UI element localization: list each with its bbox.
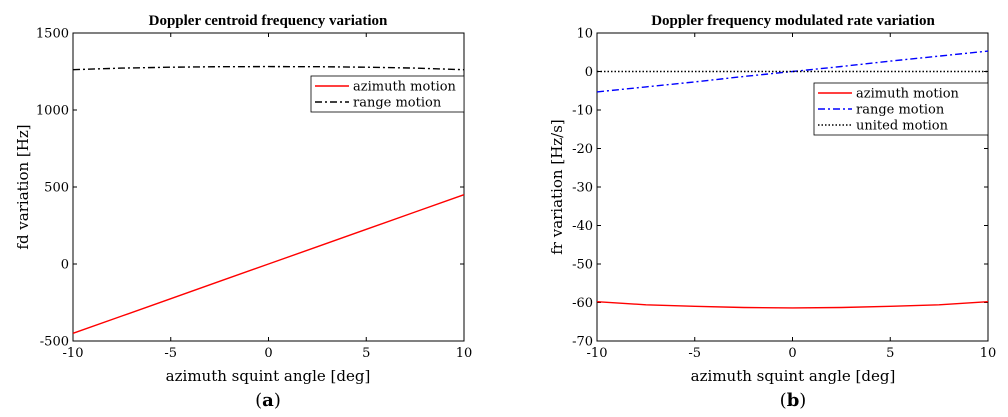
chart-a-caption-letter: a	[262, 390, 274, 411]
chart-b-caption-letter: b	[787, 390, 800, 411]
x-tick-label: -10	[63, 346, 84, 361]
y-tick-label: -50	[572, 258, 593, 273]
y-tick-label: 1500	[36, 27, 69, 42]
legend-box	[310, 75, 465, 113]
x-tick-label: -10	[587, 346, 608, 361]
x-tick-label: 5	[362, 346, 370, 361]
chart-a: Doppler centroid frequency variation -10…	[14, 13, 472, 411]
series-line	[72, 194, 465, 334]
y-tick-label: -40	[572, 219, 593, 234]
legend-entry: range motion	[856, 103, 945, 118]
y-tick-label: -70	[572, 335, 593, 350]
chart-a-ticks: -10 -5 0 5 10 -500 0 500 1000 1500	[36, 27, 472, 362]
chart-a-lines	[72, 65, 465, 334]
chart-a-title: Doppler centroid frequency variation	[149, 13, 388, 29]
legend-entry: united motion	[856, 119, 949, 134]
x-tick-label: -5	[164, 346, 177, 361]
x-tick-label: 10	[980, 346, 997, 361]
y-tick-label: -20	[572, 142, 593, 157]
series-line	[72, 65, 465, 71]
series-line	[596, 50, 989, 93]
legend-entry: azimuth motion	[353, 80, 457, 95]
y-tick-label: -60	[572, 296, 593, 311]
x-tick-label: 0	[264, 346, 272, 361]
x-tick-label: -5	[688, 346, 701, 361]
x-tick-label: 10	[456, 346, 473, 361]
chart-b-lines	[596, 50, 989, 309]
chart-a-ylabel: fd variation [Hz]	[14, 124, 32, 249]
x-tick-label: 0	[788, 346, 796, 361]
chart-b-plot-area	[596, 32, 989, 342]
y-tick-label: -30	[572, 181, 593, 196]
chart-b-xlabel: azimuth squint angle [deg]	[691, 367, 896, 385]
chart-b-title: Doppler frequency modulated rate variati…	[651, 13, 935, 29]
y-tick-label: -10	[572, 104, 593, 119]
chart-b: Doppler frequency modulated rate variati…	[548, 13, 996, 411]
y-tick-label: 10	[576, 27, 593, 42]
y-tick-label: 0	[61, 258, 69, 273]
legend-entry: range motion	[353, 96, 442, 111]
y-tick-label: 0	[585, 65, 593, 80]
y-tick-label: 500	[44, 181, 69, 196]
series-line	[596, 301, 989, 309]
legend-entry: azimuth motion	[856, 87, 960, 102]
x-tick-label: 5	[886, 346, 894, 361]
chart-a-xlabel: azimuth squint angle [deg]	[166, 367, 371, 385]
chart-b-ylabel: fr variation [Hz/s]	[548, 119, 566, 255]
y-tick-label: 1000	[36, 104, 69, 119]
y-tick-label: -500	[40, 335, 69, 350]
chart-b-caption: (b)	[780, 390, 807, 411]
chart-a-caption: (a)	[255, 390, 281, 411]
